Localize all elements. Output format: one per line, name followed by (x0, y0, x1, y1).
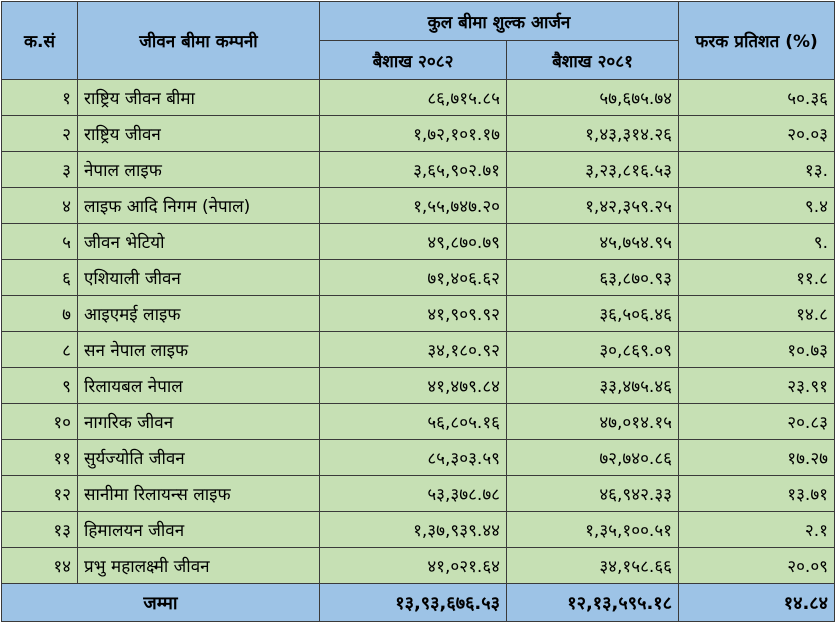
table-row: ७ आइएमई लाइफ ४१,९०९.९२ ३६,५०६.४६ १४.८ (1, 295, 836, 332)
diff-percent-cell: २०.०३ (678, 115, 836, 152)
premium-2082-cell: ३४,१८०.९२ (319, 331, 507, 368)
company-name-cell: नागरिक जीवन (77, 403, 320, 440)
premium-2081-cell: ४५,७५४.९५ (505, 223, 680, 260)
company-name-cell: राष्ट्रिय जीवन बीमा (77, 79, 320, 116)
premium-2081-cell: ५७,६७५.७४ (505, 79, 680, 116)
table-row: १० नागरिक जीवन ५६,८०५.१६ ४७,०१४.१५ २०.८३ (1, 403, 836, 440)
company-name-cell: लाइफ आदि निगम (नेपाल) (77, 187, 320, 224)
premium-2082-cell: ३,६५,९०२.७१ (319, 151, 507, 188)
table-row: ३ नेपाल लाइफ ३,६५,९०२.७१ ३,२३,८१६.५३ १३. (1, 151, 836, 188)
premium-2082-cell: ४१,०२१.६४ (319, 547, 507, 584)
premium-2081-cell: ३,२३,८१६.५३ (505, 151, 680, 188)
premium-2082-cell: ४९,८७०.७९ (319, 223, 507, 260)
serial-cell: १२ (1, 475, 78, 512)
header-row-sub: बैशाख २०८२ बैशाख २०८१ (2, 40, 835, 80)
premium-2081-cell: १,३५,१००.५१ (505, 511, 680, 548)
company-name-cell: सानीमा रिलायन्स लाइफ (77, 475, 320, 512)
company-name-cell: राष्ट्रिय जीवन (77, 115, 320, 152)
diff-percent-cell: २०.०९ (678, 547, 836, 584)
table-row: १ राष्ट्रिय जीवन बीमा ८६,७१५.८५ ५७,६७५.७४ ५०… (1, 79, 836, 116)
premium-2082-cell: ५६,८०५.१६ (319, 403, 507, 440)
total-label: जम्मा (1, 583, 320, 622)
serial-cell: ११ (1, 439, 78, 476)
table-row: १२ सानीमा रिलायन्स लाइफ ५३,३७८.७८ ४६,९४२.३३… (1, 475, 836, 512)
company-name-cell: एशियाली जीवन (77, 259, 320, 296)
premium-2081-cell: ७२,७४०.८६ (505, 439, 680, 476)
diff-percent-cell: २.१ (678, 511, 836, 548)
premium-2082-cell: ४१,४७९.८४ (319, 367, 507, 404)
company-name-cell: प्रभु महालक्ष्मी जीवन (77, 547, 320, 584)
serial-cell: १४ (1, 547, 78, 584)
premium-2082-cell: ८६,७१५.८५ (319, 79, 507, 116)
premium-2081-cell: ३६,५०६.४६ (505, 295, 680, 332)
serial-cell: ५ (1, 223, 78, 260)
total-2081: १२,१३,५९५.१८ (505, 583, 680, 622)
diff-percent-cell: ९.४ (678, 187, 836, 224)
company-name-cell: आइएमई लाइफ (77, 295, 320, 332)
premium-2081-cell: ४६,९४२.३३ (505, 475, 680, 512)
table-row: २ राष्ट्रिय जीवन १,७२,१०१.१७ १,४३,३१४.२६ २०.… (1, 115, 836, 152)
premium-2081-cell: ३४,१५८.६६ (505, 547, 680, 584)
total-2082: १३,९३,६७६.५३ (319, 583, 507, 622)
serial-cell: २ (1, 115, 78, 152)
table-row: १३ हिमालयन जीवन १,३७,९३९.४४ १,३५,१००.५१ २.१ (1, 511, 836, 548)
table-row: ९ रिलायबल नेपाल ४१,४७९.८४ ३३,४७५.४६ २३.९१ (1, 367, 836, 404)
diff-percent-cell: २३.९१ (678, 367, 836, 404)
table-row: ५ जीवन भेटियो ४९,८७०.७९ ४५,७५४.९५ ९. (1, 223, 836, 260)
serial-cell: १० (1, 403, 78, 440)
serial-cell: ८ (1, 331, 78, 368)
diff-percent-cell: १३.७१ (678, 475, 836, 512)
company-name-cell: रिलायबल नेपाल (77, 367, 320, 404)
total-row: जम्मा १३,९३,६७६.५३ १२,१३,५९५.१८ १४.८४ (1, 583, 836, 622)
col-2082-header: बैशाख २०८२ (319, 40, 507, 80)
diff-percent-cell: २०.८३ (678, 403, 836, 440)
insurance-premium-table: क.सं जीवन बीमा कम्पनी कुल बीमा शुल्क आर्… (1, 1, 836, 622)
total-diff: १४.८४ (678, 583, 836, 622)
premium-2081-cell: ६३,८७०.९३ (505, 259, 680, 296)
company-name-cell: सुर्यज्योति जीवन (77, 439, 320, 476)
company-name-cell: जीवन भेटियो (77, 223, 320, 260)
diff-percent-cell: ९. (678, 223, 836, 260)
serial-cell: १३ (1, 511, 78, 548)
premium-2081-cell: १,४२,३५९.२५ (505, 187, 680, 224)
premium-2081-cell: ४७,०१४.१५ (505, 403, 680, 440)
table-row: ४ लाइफ आदि निगम (नेपाल) १,५५,७४७.२० १,४२,३५… (1, 187, 836, 224)
premium-group-header: कुल बीमा शुल्क आर्जन (318, 1, 680, 41)
serial-cell: ७ (1, 295, 78, 332)
premium-2082-cell: ४१,९०९.९२ (319, 295, 507, 332)
premium-2082-cell: १,५५,७४७.२० (319, 187, 507, 224)
table-row: ११ सुर्यज्योति जीवन ८५,३०३.५९ ७२,७४०.८६ १७.२… (1, 439, 836, 476)
serial-cell: ३ (1, 151, 78, 188)
company-name-cell: हिमालयन जीवन (77, 511, 320, 548)
diff-percent-cell: १७.२७ (678, 439, 836, 476)
diff-percent-cell: १४.८ (678, 295, 836, 332)
company-name-cell: सन नेपाल लाइफ (77, 331, 320, 368)
premium-2082-cell: १,३७,९३९.४४ (319, 511, 507, 548)
serial-cell: ६ (1, 259, 78, 296)
premium-2081-cell: ३३,४७५.४६ (505, 367, 680, 404)
diff-percent-cell: १३. (678, 151, 836, 188)
table-row: १४ प्रभु महालक्ष्मी जीवन ४१,०२१.६४ ३४,१५८.६… (1, 547, 836, 584)
serial-header: क.सं (1, 1, 78, 80)
premium-2082-cell: ५३,३७८.७८ (319, 475, 507, 512)
premium-2082-cell: ८५,३०३.५९ (319, 439, 507, 476)
diff-percent-cell: ११.८ (678, 259, 836, 296)
diff-percent-cell: ५०.३६ (678, 79, 836, 116)
company-name-cell: नेपाल लाइफ (77, 151, 320, 188)
premium-2081-cell: ३०,८६९.०९ (505, 331, 680, 368)
premium-2081-cell: १,४३,३१४.२६ (505, 115, 680, 152)
serial-cell: ९ (1, 367, 78, 404)
table-body: १ राष्ट्रिय जीवन बीमा ८६,७१५.८५ ५७,६७५.७४ ५०… (1, 79, 836, 584)
diff-percent-cell: १०.७३ (678, 331, 836, 368)
serial-cell: १ (1, 79, 78, 116)
company-header: जीवन बीमा कम्पनी (77, 1, 320, 80)
premium-2082-cell: ७१,४०६.६२ (319, 259, 507, 296)
col-2081-header: बैशाख २०८१ (505, 40, 680, 80)
serial-cell: ४ (1, 187, 78, 224)
diff-header: फरक प्रतिशत (%) (678, 1, 836, 80)
table-row: ८ सन नेपाल लाइफ ३४,१८०.९२ ३०,८६९.०९ १०.७३ (1, 331, 836, 368)
header-row-top: क.सं जीवन बीमा कम्पनी कुल बीमा शुल्क आर्… (1, 1, 836, 80)
premium-2082-cell: १,७२,१०१.१७ (319, 115, 507, 152)
table-row: ६ एशियाली जीवन ७१,४०६.६२ ६३,८७०.९३ ११.८ (1, 259, 836, 296)
